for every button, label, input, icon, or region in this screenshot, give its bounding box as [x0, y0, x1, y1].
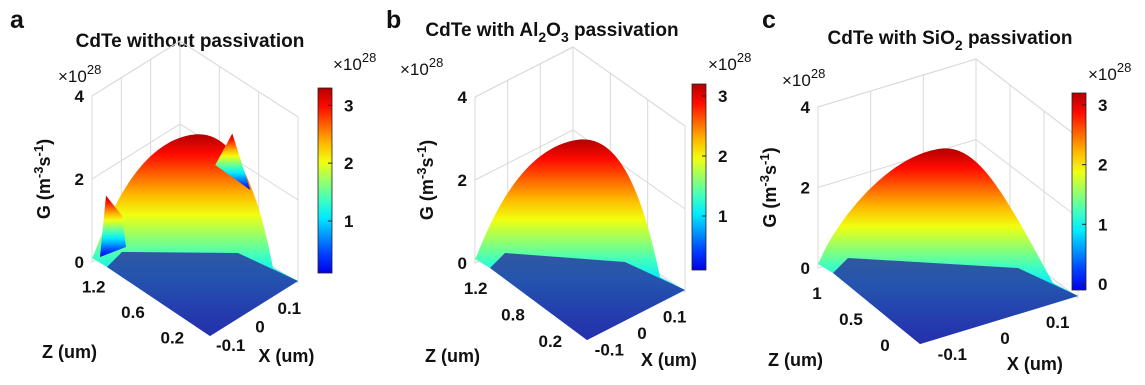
panel-a: a CdTe without passivation 0 2 4 G (m-3s-1) ×1…: [10, 6, 376, 366]
y-tick-label: 1.2: [464, 279, 488, 298]
axes: 0 2 4 G (m-3s-1) ×1028 0 0.5 1 Z (um) -0.1 0 0.1 X (…: [757, 66, 1069, 374]
y-tick-label: 0.2: [161, 328, 185, 347]
surface-floor: [490, 253, 685, 340]
z-gridline: [91, 40, 299, 118]
surface-edge-peak: [100, 195, 126, 257]
y-tick-label: 0: [880, 336, 889, 355]
z-multiplier: ×1028: [58, 62, 101, 86]
colorbar-tick-label: 3: [1098, 96, 1107, 115]
colorbar-tick-label: 3: [344, 96, 353, 115]
panel-b: b CdTe with Al2O3 passivation 0 2 4 G (m-3s-1…: [386, 6, 751, 370]
colorbar-tick-label: 3: [718, 87, 727, 106]
x-tick-label: 0.1: [1046, 313, 1070, 332]
x-tick-label: -0.1: [595, 341, 624, 360]
colorbar-multiplier: ×1028: [708, 50, 751, 74]
y-axis-label: Z (um): [425, 346, 480, 366]
y-tick-label: 0.5: [839, 310, 863, 329]
y-tick-label: 0.2: [539, 332, 563, 351]
z-gridline: [817, 58, 1079, 138]
y-tick-label: 0.6: [121, 303, 145, 322]
panel-letter: b: [386, 6, 401, 34]
colorbar-gradient: [317, 87, 333, 274]
colorbar-multiplier: ×1028: [1088, 60, 1131, 84]
colorbar-gradient: [1071, 92, 1087, 291]
surface-floor: [107, 252, 298, 336]
z-tick-label: 4: [75, 87, 85, 106]
z-tick-label: 0: [458, 254, 467, 273]
colorbar-tick-label: 2: [344, 154, 353, 173]
z-multiplier: ×1028: [400, 55, 443, 79]
colorbar: 1 2 3 ×1028: [317, 50, 376, 274]
colorbar-gradient: [691, 83, 707, 271]
z-axis-label: G (m-3s-1): [757, 147, 780, 227]
colorbar-tick-label: 1: [718, 207, 727, 226]
z-tick-label: 4: [458, 88, 468, 107]
y-axis-label: Z (um): [768, 350, 823, 370]
y-axis-label: Z (um): [42, 342, 97, 362]
z-tick-label: 4: [801, 98, 811, 117]
x-tick-label: 0: [1000, 329, 1009, 348]
z-tick-label: 2: [801, 179, 810, 198]
x-tick-label: -0.1: [938, 345, 967, 364]
panel-letter: a: [10, 6, 25, 34]
x-tick-label: 0: [255, 318, 264, 337]
colorbar-tick-label: 1: [1098, 215, 1107, 234]
x-axis-label: X (um): [641, 350, 697, 370]
x-tick-label: -0.1: [216, 336, 245, 355]
surface-floor: [833, 258, 1078, 344]
z-tick-label: 0: [801, 259, 810, 278]
z-axis-label: G (m-3s-1): [414, 140, 437, 220]
y-tick-label: 0.8: [501, 306, 525, 325]
y-tick-label: 1.2: [82, 278, 106, 297]
z-multiplier: ×1028: [782, 66, 825, 90]
panel-letter: c: [762, 6, 776, 34]
x-tick-label: 0.1: [278, 299, 302, 318]
panel-title: CdTe with SiO2 passivation: [828, 28, 1073, 53]
z-gridline: [474, 46, 686, 127]
y-tick-label: 1: [812, 284, 821, 303]
colorbar: 0 1 2 3 ×1028: [1071, 60, 1131, 294]
x-axis-label: X (um): [1007, 354, 1063, 374]
x-tick-label: 0: [637, 324, 646, 343]
colorbar-tick-label: 1: [344, 212, 353, 231]
colorbar-multiplier: ×1028: [333, 50, 376, 74]
surface-edge-peak: [215, 133, 251, 191]
colorbar-tick-label: 2: [718, 147, 727, 166]
colorbar: 1 2 3 ×1028: [691, 50, 751, 271]
panel-title: CdTe without passivation: [76, 31, 305, 52]
colorbar-tick-label: 2: [1098, 156, 1107, 175]
z-tick-label: 2: [75, 170, 84, 189]
panel-c: c CdTe with SiO2 passivation 0 2 4 G (m-3s-1)…: [757, 6, 1131, 374]
z-axis-label: G (m-3s-1): [31, 139, 54, 219]
axes: 0 2 4 G (m-3s-1) ×1028 0.2 0.6 1.2 Z (um) -0.1 0 0.…: [31, 62, 314, 366]
x-tick-label: 0.1: [663, 307, 687, 326]
z-tick-label: 2: [458, 171, 467, 190]
panel-title: CdTe with Al2O3 passivation: [425, 20, 678, 45]
z-tick-label: 0: [75, 253, 84, 272]
colorbar-tick-label: 0: [1098, 275, 1107, 294]
x-axis-label: X (um): [258, 346, 314, 366]
